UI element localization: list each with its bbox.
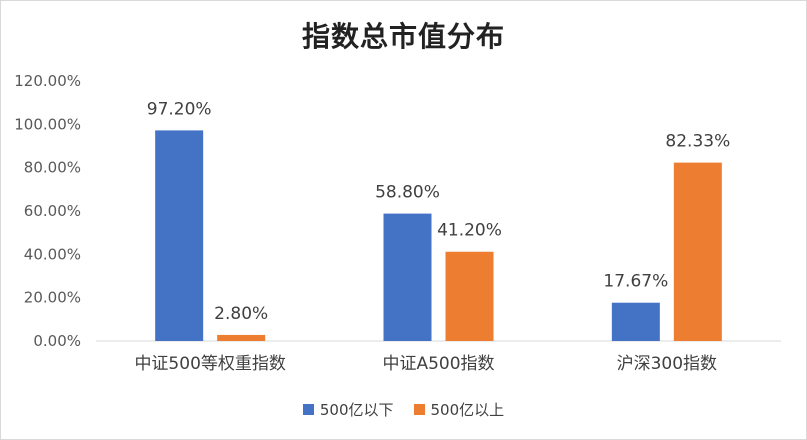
legend-item-series-2: 500亿以上: [413, 399, 505, 420]
bar-series-1-2: [383, 213, 432, 341]
x-category-label: 中证500等权重指数: [134, 354, 285, 374]
chart-title: 指数总市值分布: [301, 20, 505, 53]
bar-series-2-3: [673, 162, 722, 341]
data-label-series-1-1: 97.20%: [147, 99, 212, 119]
y-tick-label: 100.00%: [14, 115, 81, 133]
legend-swatch-series-2: [413, 404, 425, 415]
bar-series-1-3: [611, 302, 660, 341]
legend-swatch-series-1: [302, 404, 314, 415]
y-tick-label: 20.00%: [24, 289, 81, 307]
y-tick-label: 60.00%: [24, 202, 81, 220]
data-label-series-1-3: 17.67%: [603, 272, 668, 292]
x-category-label: 中证A500指数: [382, 354, 494, 374]
data-label-series-2-3: 82.33%: [665, 132, 730, 152]
data-label-series-1-2: 58.80%: [375, 183, 440, 203]
legend-item-series-1: 500亿以下: [302, 399, 394, 420]
legend: 500亿以下 500亿以上: [1, 399, 806, 420]
legend-label-series-2: 500亿以上: [430, 401, 505, 419]
data-label-series-2-1: 2.80%: [214, 304, 268, 324]
x-category-label: 沪深300指数: [617, 354, 717, 374]
y-tick-label: 80.00%: [24, 159, 81, 177]
y-tick-label: 120.00%: [14, 72, 81, 90]
legend-label-series-1: 500亿以下: [319, 401, 394, 419]
y-tick-label: 0.00%: [33, 332, 81, 350]
bar-series-2-2: [445, 251, 494, 341]
bar-series-2-1: [217, 334, 266, 341]
data-label-series-2-2: 41.20%: [437, 221, 502, 241]
y-tick-label: 40.00%: [24, 245, 81, 263]
bar-series-1-1: [155, 130, 204, 341]
